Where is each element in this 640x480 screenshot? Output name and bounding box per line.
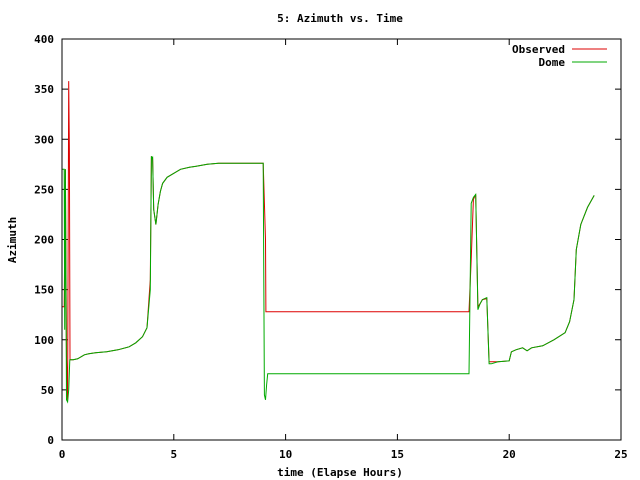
y-tick-label: 50: [41, 384, 54, 397]
y-tick-label: 350: [34, 83, 54, 96]
chart-title: 5: Azimuth vs. Time: [277, 12, 403, 25]
y-axis-label: Azimuth: [6, 217, 19, 263]
y-tick-label: 250: [34, 183, 54, 196]
series-line-dome: [62, 155, 595, 404]
y-tick-label: 100: [34, 334, 54, 347]
x-tick-label: 15: [391, 448, 404, 461]
y-tick-label: 400: [34, 33, 54, 46]
x-tick-label: 5: [170, 448, 177, 461]
x-axis-label: time (Elapse Hours): [277, 466, 403, 479]
x-tick-label: 10: [279, 448, 292, 461]
legend-label: Dome: [539, 56, 566, 69]
plot-lines: [62, 81, 595, 404]
plot-frame: [61, 38, 622, 441]
y-tick-label: 300: [34, 133, 54, 146]
axis-ticks: 0 50 100 150 200 250 300 350 400 0 5 10 15 20 25: [34, 33, 628, 461]
x-tick-label: 20: [503, 448, 516, 461]
y-tick-label: 0: [47, 434, 54, 447]
x-tick-label: 25: [614, 448, 627, 461]
y-tick-label: 150: [34, 284, 54, 297]
y-tick-label: 200: [34, 234, 54, 247]
x-tick-label: 0: [59, 448, 66, 461]
legend-label: Observed: [512, 43, 565, 56]
